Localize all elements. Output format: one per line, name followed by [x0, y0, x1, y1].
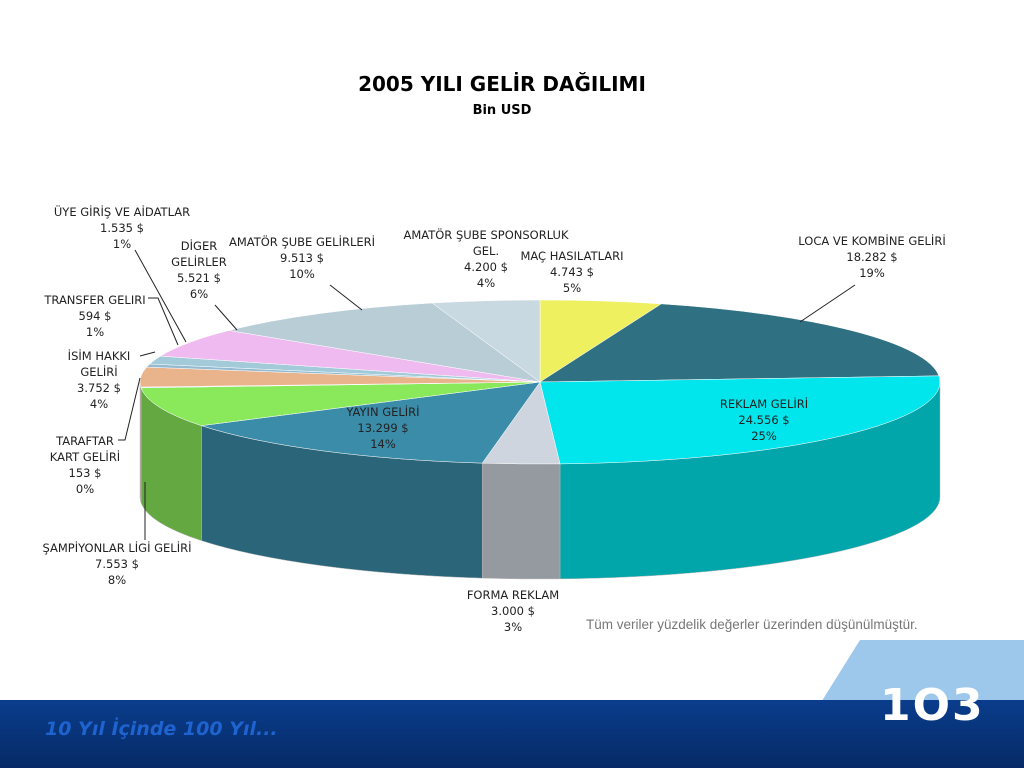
label-value: 3.000 $ — [491, 604, 535, 618]
slice-label: LOCA VE KOMBİNE GELİRİ 18.282 $ 19% — [782, 233, 962, 281]
note: Tüm veriler yüzdelik değerler üzerinden … — [586, 617, 918, 632]
leader-line — [134, 249, 187, 343]
label-value: 153 $ — [68, 466, 102, 480]
label-percent: 25% — [751, 429, 777, 443]
label-percent: 1% — [112, 237, 132, 251]
label-percent: 10% — [289, 267, 315, 281]
slice-label: YAYIN GELİRİ 13.299 $ 14% — [303, 404, 463, 452]
slice — [431, 299, 541, 383]
label-value: 5.521 $ — [177, 271, 221, 285]
label-value: 9.513 $ — [280, 251, 324, 265]
label-name: AMATÖR ŞUBE SPONSORLUK GEL. — [403, 228, 569, 258]
label-name: ŞAMPİYONLAR LİGİ GELİRİ — [42, 541, 192, 555]
label-percent: 4% — [476, 276, 496, 290]
label-value: 18.282 $ — [846, 250, 898, 264]
label-value: 4.743 $ — [550, 265, 594, 279]
label-percent: 14% — [370, 437, 396, 451]
label-name: LOCA VE KOMBİNE GELİRİ — [798, 234, 946, 248]
slogan: 10 Yıl İçinde 100 Yıl... — [45, 718, 278, 740]
label-name: ÜYE GİRİŞ VE AİDATLAR — [53, 205, 191, 219]
leader-line — [799, 284, 856, 323]
slice-side — [481, 462, 561, 580]
label-name: TRANSFER GELIRI — [44, 293, 146, 307]
leader-line — [139, 351, 156, 357]
label-name: TARAFTAR KART GELİRİ — [49, 434, 121, 464]
label-value: 24.556 $ — [738, 413, 790, 427]
leader-line — [118, 377, 141, 441]
label-value: 1.535 $ — [100, 221, 144, 235]
slice — [159, 330, 541, 383]
logo: 1O3 — [880, 680, 985, 731]
label-name: AMATÖR ŞUBE GELİRLERİ — [228, 235, 376, 249]
label-percent: 4% — [89, 397, 109, 411]
label-percent: 6% — [189, 287, 209, 301]
label-name: YAYIN GELİRİ — [346, 405, 420, 419]
chart-subtitle: Bin USD — [472, 103, 532, 118]
leader-line — [214, 304, 238, 331]
slice-label: AMATÖR ŞUBE GELİRLERİ 9.513 $ 10% — [222, 234, 382, 282]
slice — [201, 381, 541, 464]
label-percent: 1% — [85, 325, 105, 339]
label-name: MAÇ HASILATLARI — [520, 249, 624, 263]
label-name: İSİM HAKKI GELİRİ — [67, 349, 131, 379]
chart-title: 2005 YILI GELİR DAĞILIMI — [358, 72, 646, 96]
slice-label: ÜYE GİRİŞ VE AİDATLAR 1.535 $ 1% — [42, 204, 202, 252]
slice-label: İSİM HAKKI GELİRİ 3.752 $ 4% — [64, 348, 134, 412]
label-value: 13.299 $ — [357, 421, 409, 435]
slice-side — [139, 381, 141, 503]
label-percent: 5% — [562, 281, 582, 295]
footer-band — [0, 700, 1024, 768]
slice — [140, 381, 541, 426]
label-value: 7.553 $ — [95, 557, 139, 571]
label-name: FORMA REKLAM — [466, 588, 560, 602]
slice — [539, 375, 941, 465]
slice-label: DİGER GELİRLER 5.521 $ 6% — [169, 238, 229, 302]
label-value: 4.200 $ — [464, 260, 508, 274]
label-percent: 19% — [859, 266, 885, 280]
slice-label: FORMA REKLAM 3.000 $ 3% — [433, 587, 593, 635]
label-value: 594 $ — [78, 309, 112, 323]
label-percent: 0% — [75, 482, 95, 496]
leader-line — [329, 284, 363, 311]
label-percent: 3% — [503, 620, 523, 634]
slice — [539, 303, 940, 383]
slice-label: REKLAM GELİRİ 24.556 $ 25% — [684, 396, 844, 444]
label-name: DİGER GELİRLER — [171, 239, 227, 269]
slice — [228, 302, 541, 383]
label-name: REKLAM GELİRİ — [719, 397, 809, 411]
slice-label: MAÇ HASILATLARI 4.743 $ 5% — [492, 248, 652, 296]
label-value: 3.752 $ — [77, 381, 121, 395]
slice-label: AMATÖR ŞUBE SPONSORLUK GEL. 4.200 $ 4% — [396, 227, 576, 291]
slice-label: TRANSFER GELIRI 594 $ 1% — [35, 292, 155, 340]
slice-label: ŞAMPİYONLAR LİGİ GELİRİ 7.553 $ 8% — [17, 540, 217, 588]
slice-label: TARAFTAR KART GELİRİ 153 $ 0% — [45, 433, 125, 497]
label-percent: 8% — [107, 573, 127, 587]
leader-line — [148, 297, 179, 346]
